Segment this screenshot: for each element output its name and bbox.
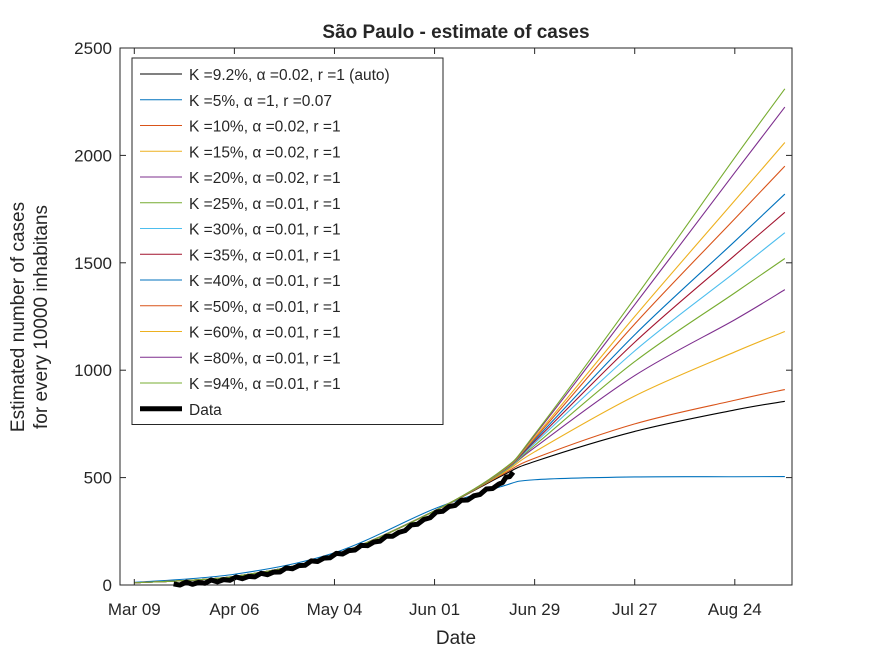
x-tick-label: Jun 01 [409, 600, 460, 619]
x-tick-label: Mar 09 [108, 600, 161, 619]
legend-entry-label: K =80%, α =0.01, r =1 [189, 350, 341, 367]
x-axis: Mar 09 Apr 06 May 04 Jun 01 Jun 29 Jul 27 Aug … [108, 48, 762, 619]
x-tick-label: Aug 24 [708, 600, 762, 619]
legend-entry-label: K =94%, α =0.01, r =1 [189, 376, 341, 393]
legend-entry-label: K =10%, α =0.02, r =1 [189, 119, 341, 136]
y-axis-label-line-2: for every 10000 inhabitans [31, 205, 52, 429]
x-tick-label: Jun 29 [509, 600, 560, 619]
x-tick-label: Jul 27 [612, 600, 657, 619]
x-axis-label: Date [436, 628, 476, 649]
legend: K =9.2%, α =0.02, r =1 (auto) K =5%, α =1… [131, 57, 444, 425]
legend-entry-label: K =35%, α =0.01, r =1 [189, 247, 341, 264]
x-tick-label: May 04 [307, 600, 363, 619]
y-axis: 0 500 1000 1500 2000 2500 [74, 39, 792, 595]
y-tick-label: 500 [84, 469, 112, 488]
y-tick-label: 1500 [74, 254, 112, 273]
chart-title: São Paulo - estimate of cases [322, 22, 589, 43]
y-axis-label-line-1: Estimated number of cases [8, 202, 29, 432]
data-series [173, 470, 516, 588]
data-line [173, 470, 516, 588]
y-tick-label: 2500 [74, 39, 112, 58]
legend-entry-label: K =9.2%, α =0.02, r =1 (auto) [189, 67, 390, 84]
legend-entry-label: K =20%, α =0.02, r =1 [189, 170, 341, 187]
x-tick-label: Apr 06 [209, 600, 259, 619]
legend-entry-label: K =25%, α =0.01, r =1 [189, 196, 341, 213]
y-axis-label: Estimated number of cases for every 1000… [8, 202, 52, 432]
legend-entry-label: K =15%, α =0.02, r =1 [189, 144, 341, 161]
legend-entry-label: K =30%, α =0.01, r =1 [189, 222, 341, 239]
y-tick-label: 1000 [74, 361, 112, 380]
y-tick-label: 0 [103, 576, 112, 595]
legend-entry-label: K =60%, α =0.01, r =1 [189, 325, 341, 342]
legend-entry-label: K =40%, α =0.01, r =1 [189, 273, 341, 290]
legend-box [131, 57, 444, 425]
legend-entry-label: K =50%, α =0.01, r =1 [189, 299, 341, 316]
legend-entry-label: K =5%, α =1, r =0.07 [189, 93, 332, 110]
y-tick-label: 2000 [74, 146, 112, 165]
legend-entry-label: Data [189, 402, 222, 419]
